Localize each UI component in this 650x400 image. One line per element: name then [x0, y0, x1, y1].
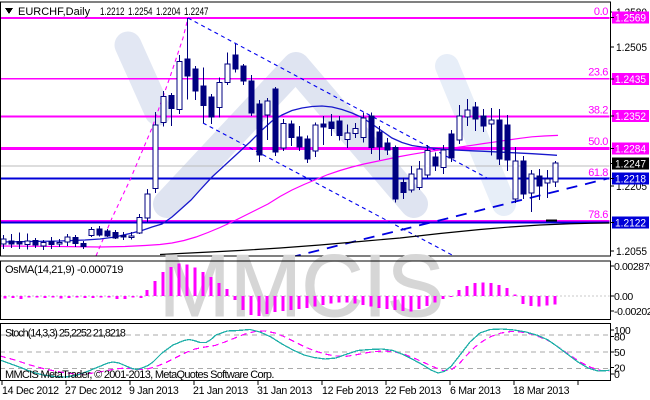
svg-text:1.2218: 1.2218 [615, 174, 646, 186]
svg-text:1.2055: 1.2055 [616, 246, 647, 258]
svg-text:1.2284: 1.2284 [615, 144, 646, 156]
svg-text:1.2122: 1.2122 [615, 218, 646, 230]
svg-text:1.2505: 1.2505 [616, 42, 647, 54]
svg-text:12 Feb 2013: 12 Feb 2013 [322, 385, 379, 397]
svg-text:1.2247: 1.2247 [615, 159, 646, 171]
svg-text:MMCIS: MMCIS [159, 236, 444, 335]
svg-text:27 Dec 2012: 27 Dec 2012 [65, 385, 122, 397]
svg-text:0: 0 [614, 369, 620, 381]
svg-text:-0.002025: -0.002025 [614, 306, 650, 318]
svg-text:100: 100 [614, 325, 631, 337]
svg-text:50: 50 [614, 347, 625, 359]
svg-text:1.2212: 1.2212 [100, 6, 125, 18]
svg-text:0.002879: 0.002879 [614, 261, 650, 273]
svg-text:23.6: 23.6 [588, 67, 608, 79]
svg-text:50.0: 50.0 [588, 136, 608, 148]
svg-text:1.2247: 1.2247 [184, 6, 209, 18]
svg-text:31 Jan 2013: 31 Jan 2013 [257, 385, 312, 397]
svg-text:OsMA(14,21,9) -0.000719: OsMA(14,21,9) -0.000719 [5, 264, 123, 276]
svg-text:38.2: 38.2 [588, 105, 608, 117]
svg-text:0.00: 0.00 [614, 291, 633, 303]
svg-text:6 Mar 2013: 6 Mar 2013 [450, 385, 501, 397]
svg-text:0.0: 0.0 [594, 6, 608, 18]
svg-text:20: 20 [614, 363, 625, 375]
svg-text:9 Jan 2013: 9 Jan 2013 [129, 385, 179, 397]
svg-text:22 Feb 2013: 22 Feb 2013 [385, 385, 442, 397]
svg-text:1.2204: 1.2204 [156, 6, 181, 18]
svg-text:EURCHF,Daily: EURCHF,Daily [18, 6, 91, 18]
svg-text:Stoch(14,3,3) 25,2252 21,8218: Stoch(14,3,3) 25,2252 21,8218 [5, 328, 126, 340]
svg-text:1.2254: 1.2254 [128, 6, 153, 18]
svg-text:61.8: 61.8 [588, 167, 608, 179]
svg-text:1.2352: 1.2352 [615, 111, 646, 123]
svg-text:14 Dec 2012: 14 Dec 2012 [2, 385, 59, 397]
svg-text:1.2569: 1.2569 [615, 13, 646, 25]
svg-text:78.6: 78.6 [588, 209, 608, 221]
svg-text:21 Jan 2013: 21 Jan 2013 [193, 385, 248, 397]
svg-text:MMCIS MetaTrader, © 2001-2013,: MMCIS MetaTrader, © 2001-2013, MetaQuote… [5, 369, 274, 381]
svg-text:18 Mar 2013: 18 Mar 2013 [513, 385, 570, 397]
svg-text:80: 80 [614, 332, 625, 344]
svg-text:1.2435: 1.2435 [615, 74, 646, 86]
